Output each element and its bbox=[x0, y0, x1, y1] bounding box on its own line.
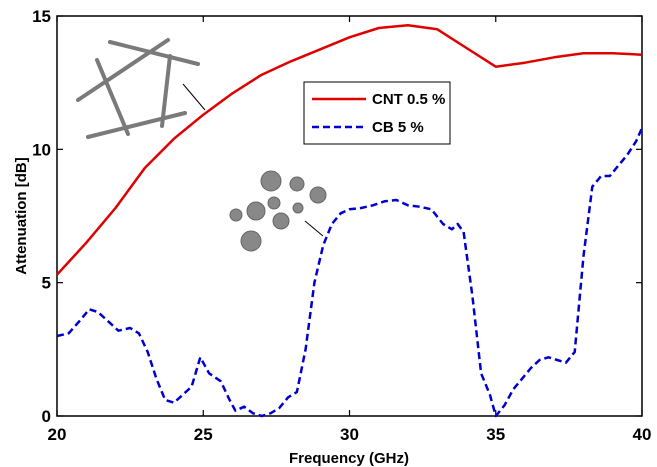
x-axis: 20 25 30 35 40 bbox=[48, 16, 652, 444]
y-axis: 0 5 10 15 bbox=[32, 7, 642, 426]
x-tick-label: 25 bbox=[194, 425, 213, 444]
legend-label-cb: CB 5 % bbox=[372, 119, 424, 136]
y-axis-label: Attenuation [dB] bbox=[13, 157, 30, 274]
y-tick-label: 5 bbox=[42, 274, 51, 293]
plot-frame bbox=[56, 15, 643, 417]
legend-label-cnt: CNT 0.5 % bbox=[372, 91, 445, 108]
y-tick-label: 15 bbox=[32, 7, 51, 26]
series-line-cnt bbox=[56, 24, 643, 276]
cnt-pointer-line bbox=[182, 83, 206, 111]
x-tick-label: 20 bbox=[48, 425, 67, 444]
x-axis-label: Frequency (GHz) bbox=[289, 450, 409, 467]
cnt-network-illustration bbox=[76, 38, 200, 139]
legend: CNT 0.5 % CB 5 % bbox=[303, 81, 451, 145]
series-group bbox=[56, 24, 644, 418]
series-line-cb bbox=[56, 127, 644, 418]
cb-particles-illustration bbox=[229, 170, 327, 252]
legend-box bbox=[303, 81, 451, 145]
x-tick-label: 35 bbox=[486, 425, 505, 444]
x-tick-label: 40 bbox=[633, 425, 652, 444]
y-tick-label: 10 bbox=[32, 140, 51, 159]
cb-pointer-line bbox=[304, 220, 324, 237]
x-tick-label: 30 bbox=[340, 425, 359, 444]
y-tick-label: 0 bbox=[42, 407, 51, 426]
